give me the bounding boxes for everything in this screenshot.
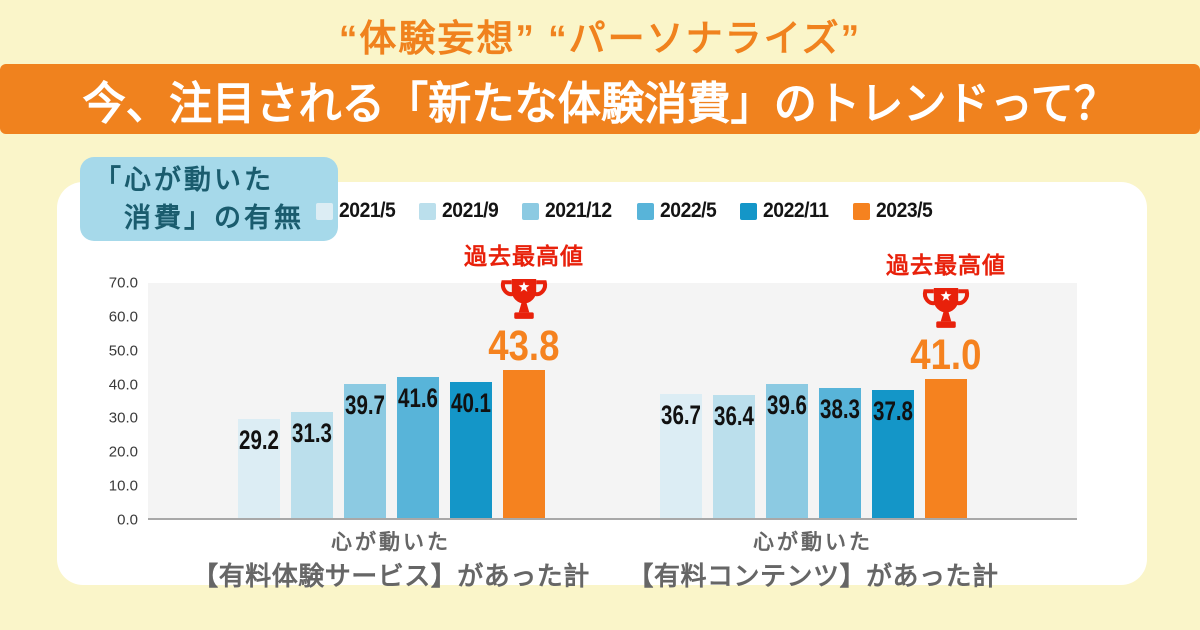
legend-label: 2021/5 xyxy=(338,199,396,222)
bar-2021-12: 39.7 xyxy=(344,383,386,518)
y-tick-label: 60.0 xyxy=(108,308,138,326)
badge-line1: 「心が動いた xyxy=(94,165,274,195)
bar-group: 36.7 36.4 39.6 38.3 37.8 過去最高値 41.0 xyxy=(660,252,1005,518)
legend-label: 2023/5 xyxy=(876,199,933,222)
legend-item: 2023/5 xyxy=(853,199,937,223)
legend-swatch xyxy=(522,202,540,220)
peak-annotation: 過去最高値 41.0 xyxy=(886,246,1006,377)
legend-item: 2021/12 xyxy=(522,199,617,223)
bar-2021-5: 29.2 xyxy=(238,419,280,518)
legend-swatch xyxy=(315,202,333,220)
bar-value: 41.6 xyxy=(398,383,438,414)
legend-label: 2022/5 xyxy=(659,199,717,222)
legend-swatch xyxy=(418,202,436,220)
category-label-line1: 心が動いた xyxy=(330,531,451,554)
plot-area: 29.2 31.3 39.7 41.6 40.1 過去最高値 43.8 36.7 36.4 39.… xyxy=(148,243,1077,520)
y-tick-label: 40.0 xyxy=(108,376,138,394)
trophy-icon xyxy=(920,283,972,332)
bar-2021-9: 36.4 xyxy=(713,394,755,518)
legend-swatch xyxy=(739,202,757,220)
y-axis: 70.0 60.0 50.0 40.0 30.0 20.0 10.0 0.0 xyxy=(57,182,138,585)
legend-label: 2021/12 xyxy=(545,199,612,222)
bar-value: 39.6 xyxy=(767,389,807,420)
bar-2022-11: 40.1 xyxy=(450,382,492,518)
x-axis-labels: 心が動いた 【有料体験サービス】があった計 心が動いた 【有料コンテンツ】があった計 xyxy=(148,526,1077,591)
legend-label: 2022/11 xyxy=(762,199,829,222)
chart-card: 「心が動いた 消費」の有無 2021/5 2021/9 2021/12 2022/5 2… xyxy=(57,157,1147,591)
bar-value: 29.2 xyxy=(239,425,279,456)
category-label-line2: 【有料体験サービス】があった計 xyxy=(192,561,590,591)
y-tick-label: 20.0 xyxy=(108,443,138,461)
chart-title-badge: 「心が動いた 消費」の有無 xyxy=(80,157,338,241)
legend-item: 2022/11 xyxy=(739,199,834,223)
peak-label: 過去最高値 xyxy=(886,252,1006,279)
badge-line2: 消費」の有無 xyxy=(124,202,304,233)
category-label: 心が動いた【有料コンテンツ】があった計 xyxy=(627,526,998,593)
legend-label: 2021/9 xyxy=(441,199,499,222)
bar-group: 29.2 31.3 39.7 41.6 40.1 過去最高値 43.8 xyxy=(238,243,583,518)
trophy-icon xyxy=(498,274,550,323)
y-tick-label: 30.0 xyxy=(108,409,138,427)
legend-item: 2021/5 xyxy=(315,199,400,223)
bar-value-highlight: 41.0 xyxy=(910,331,982,380)
bar-value: 39.7 xyxy=(345,389,385,420)
banner-title: 今、注目される「新たな体験消費」のトレンドって？ xyxy=(82,77,1118,129)
bar-2021-5: 36.7 xyxy=(660,393,702,518)
peak-label: 過去最高値 xyxy=(464,242,584,269)
bar-2021-12: 39.6 xyxy=(766,383,808,518)
category-label: 心が動いた【有料体験サービス】があった計 xyxy=(192,526,590,593)
category-label-line1: 心が動いた xyxy=(752,531,873,554)
bar-2023-5: 過去最高値 41.0 xyxy=(886,252,1005,518)
bar-value: 40.1 xyxy=(451,388,491,419)
chart-legend: 2021/5 2021/9 2021/12 2022/5 2022/11 2023/5 xyxy=(162,199,1091,223)
category-label-line2: 【有料コンテンツ】があった計 xyxy=(627,561,999,591)
y-tick-label: 0.0 xyxy=(117,511,138,529)
bar-2022-11: 37.8 xyxy=(872,390,914,518)
legend-swatch xyxy=(636,202,654,220)
peak-annotation: 過去最高値 43.8 xyxy=(464,237,584,368)
bar-2023-5: 過去最高値 43.8 xyxy=(464,243,583,518)
bar-2021-9: 31.3 xyxy=(291,412,333,518)
bar-value: 31.3 xyxy=(292,418,332,448)
legend-swatch xyxy=(853,202,871,220)
title-banner: 今、注目される「新たな体験消費」のトレンドって？ xyxy=(0,64,1200,134)
bar-value: 36.4 xyxy=(714,400,754,431)
bar-value: 36.7 xyxy=(661,399,701,430)
bar-value: 37.8 xyxy=(873,396,913,426)
bar-2022-5: 41.6 xyxy=(397,377,439,518)
y-tick-label: 70.0 xyxy=(108,274,138,292)
legend-item: 2022/5 xyxy=(636,199,721,223)
y-tick-label: 10.0 xyxy=(108,477,138,495)
bar-value-highlight: 43.8 xyxy=(488,321,560,370)
y-tick-label: 50.0 xyxy=(108,342,138,360)
legend-item: 2021/9 xyxy=(418,199,503,223)
bar-2022-5: 38.3 xyxy=(819,388,861,518)
header-tagline: “体験妄想” “パーソナライズ” xyxy=(338,18,862,59)
bar-value: 38.3 xyxy=(820,394,860,425)
